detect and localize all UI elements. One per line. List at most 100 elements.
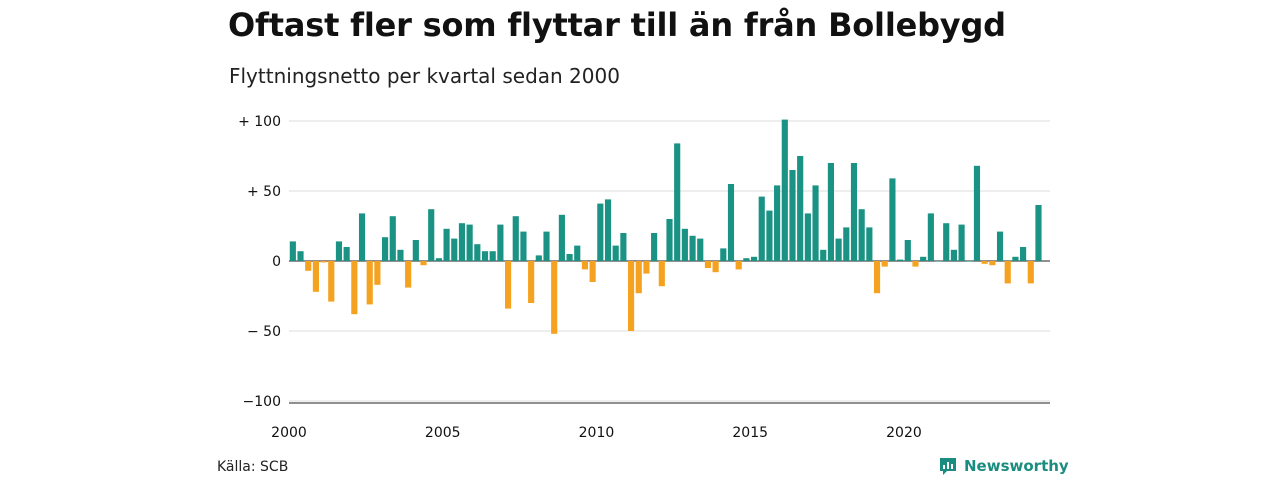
bar [458, 223, 466, 261]
bar [535, 255, 542, 261]
bar [297, 251, 304, 261]
bar [420, 261, 427, 266]
bar [366, 261, 373, 305]
bar [528, 261, 535, 303]
bar [697, 238, 704, 261]
bar [581, 261, 589, 270]
bar [927, 213, 934, 261]
bar [1020, 247, 1027, 261]
bar [712, 261, 719, 273]
bar [651, 233, 658, 261]
bar [551, 261, 558, 334]
bar [912, 261, 919, 267]
bar [789, 170, 796, 261]
bar [574, 245, 581, 261]
bar [774, 185, 781, 261]
bar [704, 261, 712, 268]
bar [674, 143, 681, 261]
x-tick-label: 2005 [425, 425, 461, 441]
bar [558, 214, 565, 261]
bar [328, 261, 335, 302]
bar [389, 216, 396, 261]
bar [989, 261, 996, 266]
bar [827, 163, 834, 261]
bar [873, 261, 881, 294]
bar [497, 224, 504, 261]
bar [720, 248, 727, 261]
bar [843, 227, 850, 261]
bar [612, 245, 619, 261]
bar [489, 251, 496, 261]
bar [973, 165, 981, 261]
bar [351, 261, 358, 315]
bar [405, 261, 412, 288]
gridlines [289, 120, 1050, 404]
brand-name: Newsworthy [964, 457, 1069, 475]
bars [289, 119, 1042, 334]
bar [343, 247, 350, 261]
bar [566, 254, 573, 261]
bar [474, 244, 481, 261]
bar [635, 261, 642, 294]
bar [750, 256, 758, 261]
bar [435, 258, 442, 261]
bar [412, 240, 419, 261]
bar [996, 231, 1004, 261]
bar [1012, 256, 1019, 261]
bar [681, 228, 688, 261]
newsworthy-icon [940, 458, 956, 475]
bar [1027, 261, 1034, 284]
bar [820, 249, 827, 261]
bar [1004, 261, 1011, 284]
y-axis-labels: + 100 + 50 0 − 50 −100 [238, 114, 281, 410]
x-tick-label: 2020 [886, 425, 922, 441]
bar [689, 235, 696, 261]
bar [727, 184, 735, 261]
bar [897, 259, 904, 261]
bar [735, 261, 742, 270]
bar [335, 241, 343, 261]
bar [543, 231, 550, 261]
bar [766, 210, 773, 261]
bar [889, 178, 896, 261]
bar [320, 261, 327, 263]
source-note: Källa: SCB [217, 459, 289, 475]
y-tick-label: 0 [272, 254, 281, 270]
bar [520, 231, 527, 261]
bar [312, 261, 319, 292]
bar [451, 238, 458, 261]
y-tick-label: − 50 [247, 324, 281, 340]
bar [804, 213, 811, 261]
bar [666, 219, 673, 261]
bar [512, 216, 519, 261]
bar [643, 261, 650, 274]
bar [743, 258, 750, 261]
y-tick-label: −100 [243, 394, 281, 410]
bar [627, 261, 635, 331]
bar [597, 203, 604, 261]
bar [466, 224, 473, 261]
x-tick-label: 2000 [271, 425, 307, 441]
bar [858, 209, 865, 261]
brand-logo[interactable]: Newsworthy [938, 456, 1069, 476]
bar [589, 261, 596, 282]
bar [981, 261, 988, 264]
x-tick-label: 2010 [579, 425, 615, 441]
bar [935, 261, 942, 262]
bar [904, 240, 911, 261]
bar [374, 261, 381, 285]
bar [920, 256, 927, 261]
bar [1035, 205, 1042, 261]
bar [866, 227, 873, 261]
x-axis-labels: 2000 2005 2010 2015 2020 [271, 425, 922, 441]
chart-title: Oftast fler som flyttar till än från Bol… [228, 6, 1006, 44]
bar [620, 233, 627, 261]
bar [358, 213, 366, 261]
bar [305, 261, 312, 271]
chart-subtitle: Flyttningsnetto per kvartal sedan 2000 [229, 64, 620, 88]
bar [382, 237, 389, 261]
x-tick-label: 2015 [732, 425, 768, 441]
bar [835, 238, 842, 261]
bar [289, 241, 296, 261]
